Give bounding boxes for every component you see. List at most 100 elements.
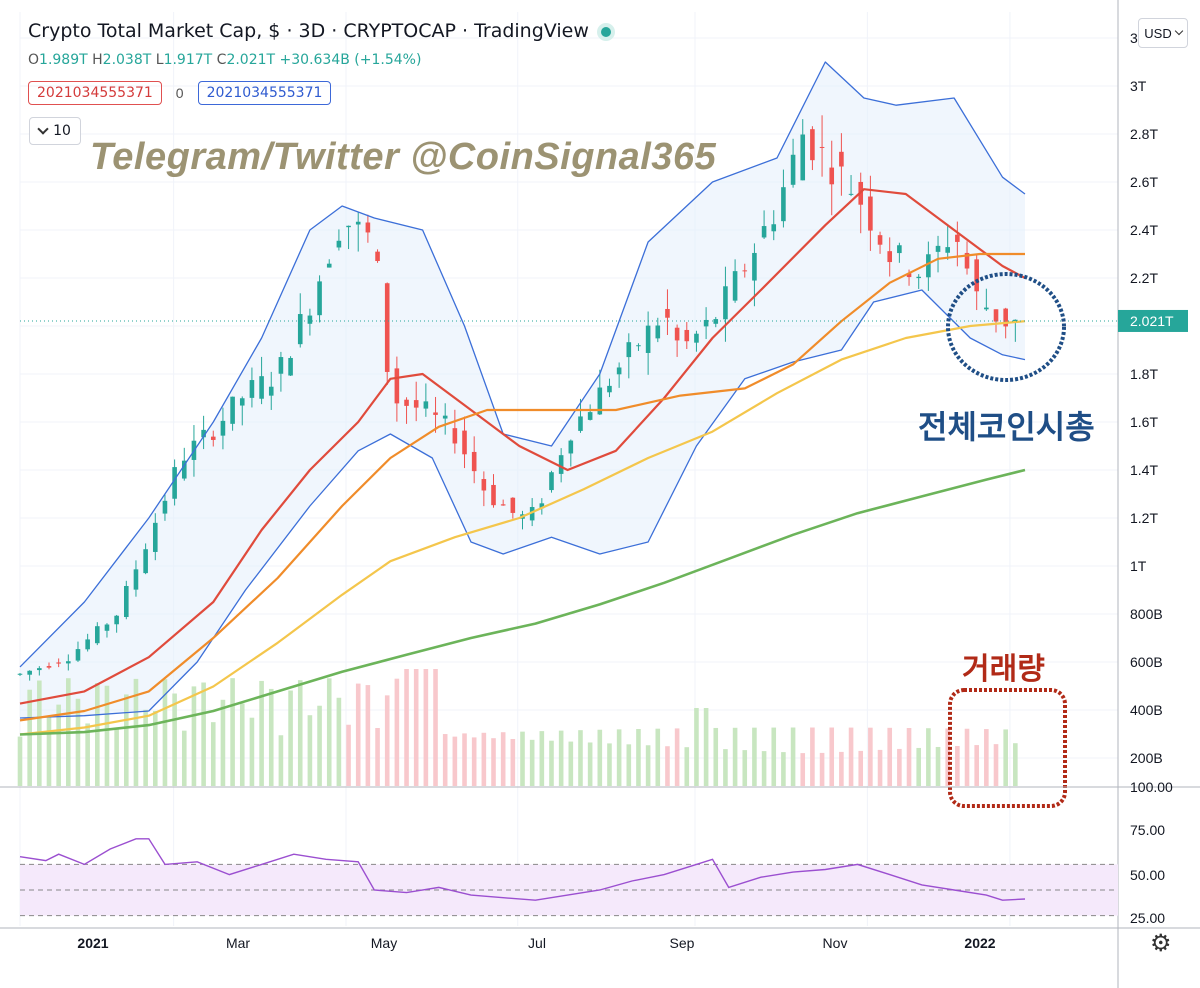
volume-bar	[790, 727, 796, 786]
candle-body	[655, 325, 661, 339]
price-tick-label: 3	[1130, 30, 1138, 46]
volume-bar	[781, 752, 786, 786]
candle-body	[181, 460, 187, 479]
candle-body	[355, 221, 361, 225]
volume-bar	[346, 724, 351, 786]
volume-bar	[752, 727, 757, 786]
ma-green-line	[19, 468, 1026, 736]
volume-bar	[500, 732, 506, 786]
ohlc-readout: O1.989T H2.038T L1.917T C2.021T +30.634B…	[28, 52, 421, 68]
open-label: O	[28, 52, 40, 68]
volume-bar	[394, 678, 400, 786]
candle-body	[703, 319, 709, 327]
volume-bar	[336, 697, 342, 786]
candle-body	[723, 286, 728, 320]
volume-bar	[916, 747, 922, 786]
volume-bar	[771, 727, 777, 786]
price-tick-label: 1.2T	[1130, 510, 1158, 526]
volume-bar	[355, 683, 361, 786]
collapse-indicators-button[interactable]: 10	[29, 117, 81, 145]
candle-body	[945, 247, 950, 253]
volume-bar	[442, 734, 448, 786]
volume-bar	[665, 746, 670, 786]
candle-body	[964, 252, 970, 269]
currency-label: USD	[1144, 25, 1172, 41]
candle-body	[993, 309, 999, 322]
candle-body	[984, 307, 989, 310]
volume-bar	[906, 727, 912, 786]
low-value: 1.917T	[163, 52, 213, 68]
candle-body	[529, 507, 535, 521]
ma-yellow-line	[19, 320, 1026, 736]
candle-body	[868, 196, 873, 231]
candle-body	[819, 146, 825, 148]
volume-bar	[935, 746, 941, 786]
indicator-values: 2021034555371 0 2021034555371	[28, 81, 332, 105]
volume-bar	[839, 751, 844, 786]
candle-body	[46, 666, 52, 668]
candle-body	[56, 662, 61, 664]
volume-bar	[471, 737, 477, 786]
gear-icon[interactable]: ⚙	[1150, 930, 1172, 957]
indicator-right-box[interactable]: 2021034555371	[197, 81, 332, 105]
volume-bar	[404, 669, 409, 786]
candle-body	[665, 308, 670, 318]
volume-bar	[684, 747, 690, 786]
volume-bar	[75, 698, 81, 786]
volume-box-annotation	[948, 688, 1067, 808]
volume-bar	[510, 739, 516, 786]
volume-bar	[829, 727, 835, 786]
price-tick-label: 1.6T	[1130, 414, 1158, 430]
chart-title[interactable]: Crypto Total Market Cap, $ · 3D · CRYPTO…	[28, 20, 611, 42]
candle-body	[152, 522, 158, 552]
volume-bar	[974, 745, 979, 786]
candle-body	[288, 357, 293, 376]
chevron-down-icon	[1174, 26, 1183, 36]
low-label: L	[155, 52, 164, 68]
candle-body	[771, 224, 777, 232]
price-tick-label: 2.6T	[1130, 174, 1158, 190]
volume-bar	[723, 749, 728, 786]
volume-bar	[616, 729, 622, 786]
indicator-zero: 0	[175, 85, 184, 101]
volume-bar	[375, 728, 380, 786]
candle-body	[239, 398, 245, 406]
volume-bar	[993, 744, 999, 786]
volume-bar	[152, 710, 158, 786]
candle-body	[114, 615, 119, 625]
volume-bar	[945, 728, 950, 786]
rsi-tick-label: 25.00	[1130, 910, 1165, 926]
candle-body	[607, 385, 612, 393]
candle-body	[123, 586, 129, 618]
volume-bar	[645, 745, 651, 786]
current-price-tag-label: 2.021T	[1130, 313, 1174, 329]
watermark-text: Telegram/Twitter @CoinSignal365	[90, 136, 717, 178]
volume-bar	[191, 686, 197, 786]
price-tick-label: 1T	[1130, 558, 1147, 574]
currency-select[interactable]: USD	[1138, 18, 1188, 48]
current-price-tag: 2.021T	[1118, 309, 1188, 332]
change-value: +30.634B (+1.54%)	[279, 52, 422, 68]
price-tick-label: 600B	[1130, 654, 1163, 670]
rsi-tick-label: 75.00	[1130, 822, 1165, 838]
candle-body	[974, 259, 979, 292]
volume-bar	[858, 750, 864, 786]
volume-bar	[123, 694, 129, 786]
volume-bar	[1013, 743, 1018, 786]
candle-body	[752, 252, 757, 281]
candle-body	[384, 283, 390, 372]
volume-bar	[491, 738, 496, 786]
candle-body	[104, 624, 110, 631]
candle-body	[462, 430, 467, 455]
price-tick-label: 400B	[1130, 702, 1163, 718]
candle-body	[935, 245, 941, 252]
price-tick-label: 1.4T	[1130, 462, 1158, 478]
candle-body	[626, 342, 632, 358]
candle-body	[268, 386, 274, 396]
candle-body	[732, 271, 738, 301]
volume-bar	[307, 715, 313, 786]
candle-body	[307, 315, 313, 324]
volume-bar	[897, 748, 902, 786]
volume-bar	[326, 678, 332, 786]
indicator-left-box[interactable]: 2021034555371	[28, 81, 162, 105]
